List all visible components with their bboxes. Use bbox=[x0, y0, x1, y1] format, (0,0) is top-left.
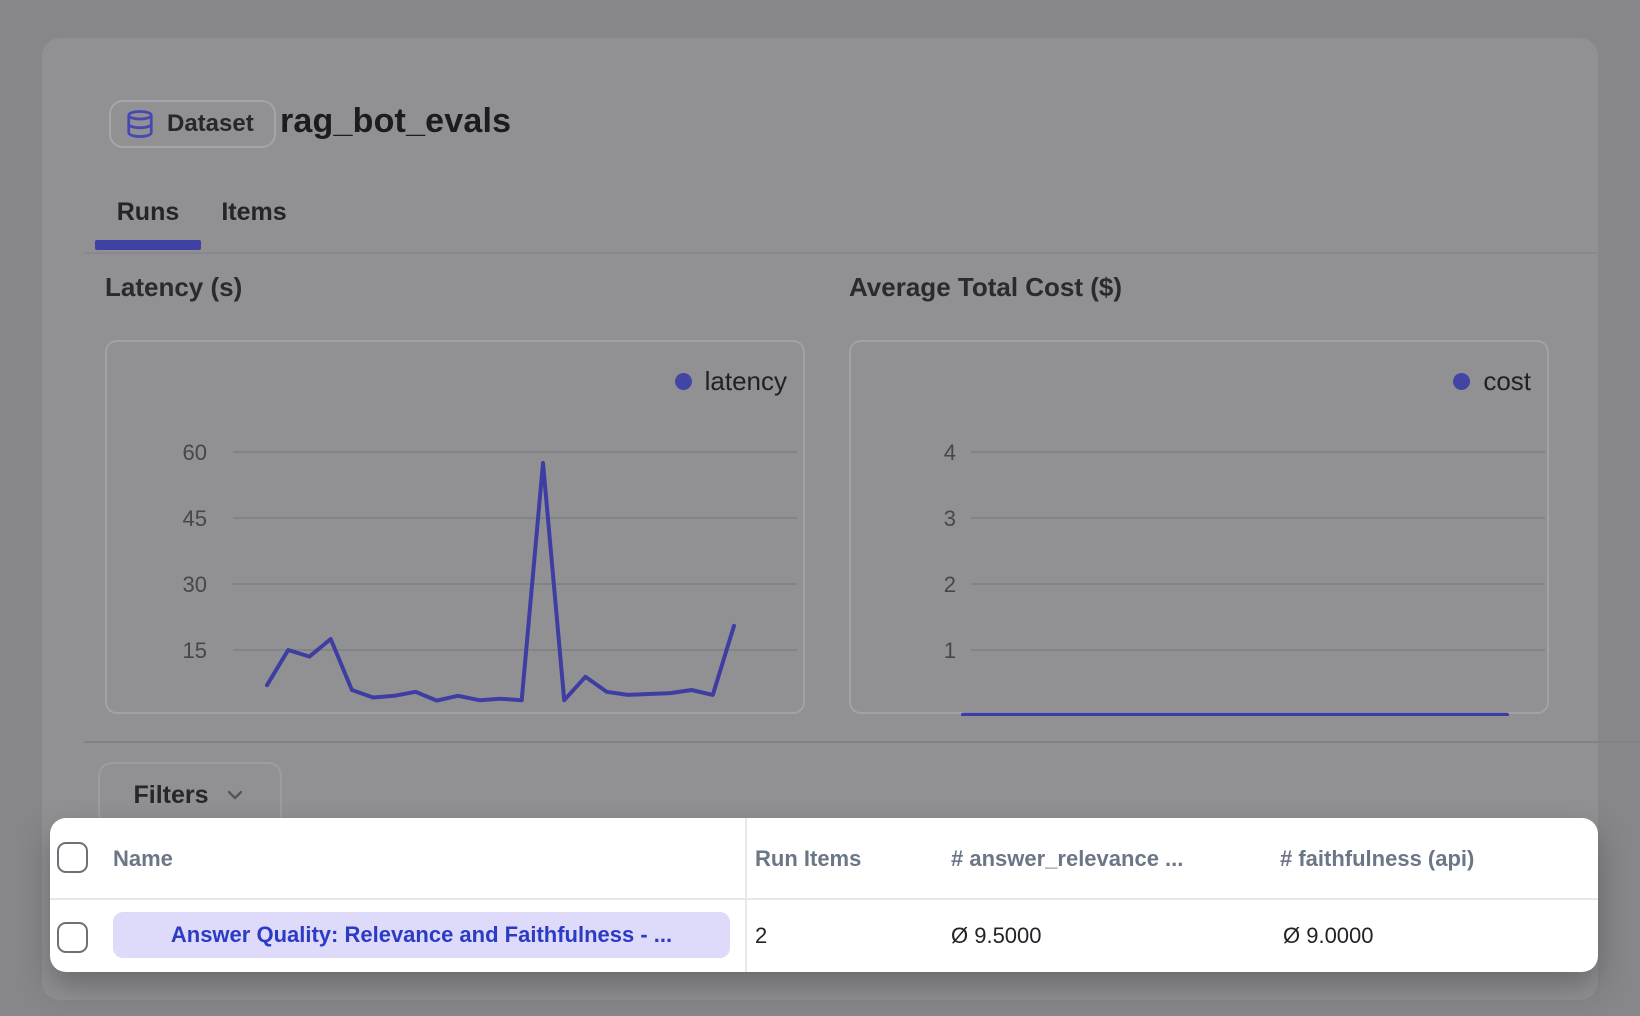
answer-relevance-value: Ø 9.5000 bbox=[951, 923, 1042, 948]
run-items-value: 2 bbox=[755, 923, 768, 948]
svg-text:60: 60 bbox=[183, 440, 207, 465]
cost-legend-dot-icon bbox=[1453, 373, 1471, 390]
page-title: rag_bot_evals bbox=[280, 102, 512, 140]
active-tab-indicator bbox=[95, 240, 201, 250]
latency-chart-title: Latency (s) bbox=[105, 272, 243, 302]
select-all-checkbox[interactable] bbox=[57, 842, 88, 873]
filters-button-label: Filters bbox=[133, 780, 209, 809]
table-row[interactable]: Answer Quality: Relevance and Faithfulne… bbox=[50, 900, 1598, 972]
tab-runs[interactable]: Runs bbox=[116, 197, 180, 226]
faithfulness-value: Ø 9.0000 bbox=[1283, 923, 1374, 948]
svg-text:15: 15 bbox=[183, 638, 207, 663]
svg-text:2: 2 bbox=[944, 572, 956, 597]
svg-text:45: 45 bbox=[183, 506, 207, 531]
latency-legend-dot-icon bbox=[674, 373, 692, 390]
chevron-down-icon bbox=[227, 790, 242, 800]
row-checkbox[interactable] bbox=[57, 922, 88, 953]
cost-legend-label: cost bbox=[1483, 366, 1531, 396]
cost-legend-item[interactable]: cost bbox=[1453, 366, 1531, 397]
svg-text:3: 3 bbox=[944, 506, 956, 531]
table-header-row: Name Run Items # answer_relevance ... # … bbox=[50, 818, 1598, 900]
svg-text:1: 1 bbox=[944, 638, 956, 663]
tab-items[interactable]: Items bbox=[221, 197, 287, 226]
database-icon bbox=[127, 110, 153, 138]
svg-text:4: 4 bbox=[944, 440, 956, 465]
cost-chart-title: Average Total Cost ($) bbox=[849, 272, 1123, 302]
runs-table: Name Run Items # answer_relevance ... # … bbox=[50, 818, 1598, 972]
dataset-type-badge: Dataset bbox=[109, 100, 276, 148]
column-header-faithfulness: # faithfulness (api) bbox=[1280, 846, 1475, 871]
charts-table-divider bbox=[84, 741, 1640, 743]
latency-legend-item[interactable]: latency bbox=[674, 366, 787, 397]
column-header-name: Name bbox=[113, 846, 173, 871]
svg-text:30: 30 bbox=[183, 572, 207, 597]
latency-legend-label: latency bbox=[704, 366, 787, 396]
cost-chart-card: 1 2 3 4 cost bbox=[849, 340, 1549, 716]
column-header-answer-relevance: # answer_relevance ... bbox=[951, 846, 1184, 871]
column-header-run-items: Run Items bbox=[755, 846, 862, 871]
run-name-link[interactable]: Answer Quality: Relevance and Faithfulne… bbox=[113, 912, 730, 958]
dataset-badge-label: Dataset bbox=[167, 110, 254, 137]
latency-chart-card: 15 30 45 60 latency bbox=[105, 340, 805, 714]
column-divider bbox=[745, 818, 747, 972]
tabbar-divider bbox=[84, 252, 1640, 254]
